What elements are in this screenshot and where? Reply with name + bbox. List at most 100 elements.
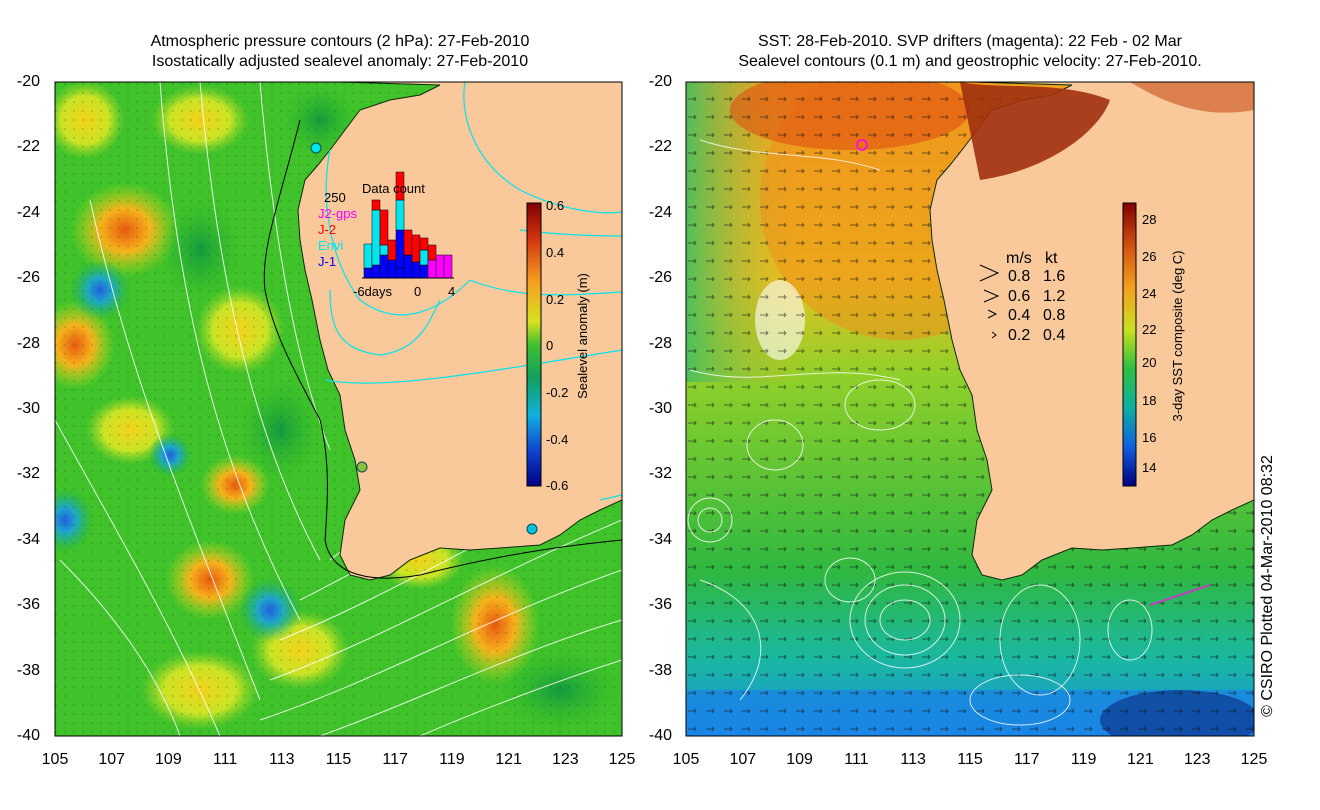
sst-cb-tick: 14 <box>1142 460 1157 475</box>
sla-cb-tick: -0.2 <box>546 385 569 400</box>
inset-top-value: 250 <box>324 190 346 205</box>
x-tick-label: 115 <box>957 751 983 768</box>
y-tick-label: -26 <box>648 269 672 287</box>
sst-colorbar-label: 3-day SST composite (deg C) <box>1170 250 1185 422</box>
speed-legend-header-kt: kt <box>1045 250 1058 267</box>
right-map <box>686 82 1254 736</box>
x-tick-label: 111 <box>212 751 238 768</box>
left-shelf-break-line <box>263 119 622 579</box>
y-tick-label: -36 <box>16 596 40 614</box>
y-tick-label: -40 <box>16 727 40 744</box>
x-tick-label: 125 <box>608 751 636 768</box>
y-tick-label: -28 <box>16 334 40 352</box>
y-tick-label: -30 <box>648 400 672 417</box>
y-tick-label: -38 <box>16 661 40 679</box>
x-tick-label: 115 <box>325 751 352 768</box>
sst-cb-tick: 24 <box>1142 286 1157 301</box>
y-tick-label: -20 <box>16 73 40 90</box>
drifter-track <box>1149 584 1211 606</box>
sst-cb-tick: 26 <box>1142 249 1157 264</box>
sla-cb-tick: 0.2 <box>546 292 565 307</box>
speed-legend-kt: 0.8 <box>1043 307 1066 324</box>
x-tick-label: 111 <box>844 751 869 768</box>
x-tick-label: 109 <box>155 751 182 768</box>
x-tick-label: 117 <box>382 751 408 768</box>
sst-cb-tick: 20 <box>1142 355 1157 370</box>
land-cyan-contours <box>324 82 622 501</box>
speed-legend-kt: 1.2 <box>1043 288 1066 305</box>
sst-cb-tick: 22 <box>1142 322 1157 337</box>
x-tick-label: 121 <box>1127 751 1154 768</box>
right-map-frame <box>685 81 1255 737</box>
x-tick-label: 113 <box>269 751 295 768</box>
speed-legend-ms: 0.8 <box>1008 268 1031 285</box>
x-tick-label: 123 <box>551 751 579 768</box>
y-tick-label: -38 <box>648 661 672 679</box>
sst-cb-tick: 28 <box>1142 212 1157 227</box>
speed-legend-kt: 1.6 <box>1043 268 1066 285</box>
speed-legend-header-ms: m/s <box>1006 250 1032 267</box>
left-title-line1: Atmospheric pressure contours (2 hPa): 2… <box>150 33 530 50</box>
y-tick-label: -34 <box>648 530 672 548</box>
inset-legend-j2: J-2 <box>318 222 337 237</box>
drifter-track <box>856 139 868 151</box>
speed-legend-ms: 0.4 <box>1008 307 1031 324</box>
sla-cb-tick: 0.6 <box>546 198 565 213</box>
right-title-line1: SST: 28-Feb-2010. SVP drifters (magenta)… <box>758 33 1182 50</box>
y-tick-label: -36 <box>648 596 672 614</box>
speed-legend-arrows <box>979 264 1000 339</box>
sla-cb-tick: 0.4 <box>546 245 565 260</box>
left-title-line2: Isostatically adjusted sealevel anomaly:… <box>151 53 529 70</box>
y-tick-label: -32 <box>648 465 672 483</box>
speed-legend-ms: 0.2 <box>1008 327 1031 344</box>
sla-cb-tick: 0 <box>546 338 554 353</box>
x-tick-label: 123 <box>1183 751 1211 768</box>
sla-colorbar <box>526 202 542 487</box>
inset-legend-j2gps: J2-gps <box>318 206 358 221</box>
speed-legend-kt: 0.4 <box>1043 327 1066 344</box>
sla-colorbar-label: Sealevel anomaly (m) <box>575 273 590 399</box>
inset-xtick-zero: 0 <box>414 284 422 299</box>
left-map-frame <box>54 81 623 737</box>
inset-xtick-end: 4 <box>448 284 456 299</box>
y-tick-label: -40 <box>648 727 672 744</box>
x-tick-label: 107 <box>98 751 126 768</box>
sealevel-contours <box>687 139 1153 726</box>
inset-title: Data count <box>362 181 425 196</box>
right-australia-land <box>929 82 1254 581</box>
speed-legend-ms: 0.6 <box>1008 288 1031 305</box>
x-tick-label: 109 <box>786 751 813 768</box>
y-tick-label: -28 <box>648 334 672 352</box>
x-tick-label: 125 <box>1240 751 1268 768</box>
x-tick-label: 105 <box>41 751 69 768</box>
y-tick-label: -24 <box>16 203 40 221</box>
y-tick-label: -30 <box>16 400 40 417</box>
x-tick-label: 121 <box>495 751 522 768</box>
x-tick-label: 105 <box>672 751 700 768</box>
sst-cb-tick: 18 <box>1142 393 1157 408</box>
data-count-inset <box>362 171 454 279</box>
y-tick-label: -32 <box>16 465 40 483</box>
inset-legend-envi: Envi <box>318 238 344 253</box>
x-tick-label: 107 <box>729 751 757 768</box>
credit-text: © CSIRO Plotted 04-Mar-2010 08:32 <box>1259 455 1276 717</box>
x-tick-label: 119 <box>1070 751 1097 768</box>
x-tick-label: 117 <box>1014 751 1040 768</box>
right-title-line2: Sealevel contours (0.1 m) and geostrophi… <box>738 53 1202 70</box>
sla-cb-tick: -0.4 <box>546 432 569 447</box>
y-tick-label: -34 <box>16 530 40 548</box>
y-tick-label: -20 <box>648 73 672 90</box>
x-tick-label: 119 <box>439 751 465 768</box>
inset-xtick-start: -6days <box>353 284 393 299</box>
sst-colorbar <box>1122 202 1137 487</box>
sla-cb-tick: -0.6 <box>546 478 569 493</box>
inset-legend-j1: J-1 <box>318 254 337 269</box>
y-tick-label: -26 <box>16 269 40 287</box>
y-tick-label: -22 <box>16 138 40 156</box>
sst-cb-tick: 16 <box>1142 430 1157 445</box>
x-tick-label: 113 <box>900 751 926 768</box>
y-tick-label: -22 <box>648 138 672 156</box>
y-tick-label: -24 <box>648 203 672 221</box>
